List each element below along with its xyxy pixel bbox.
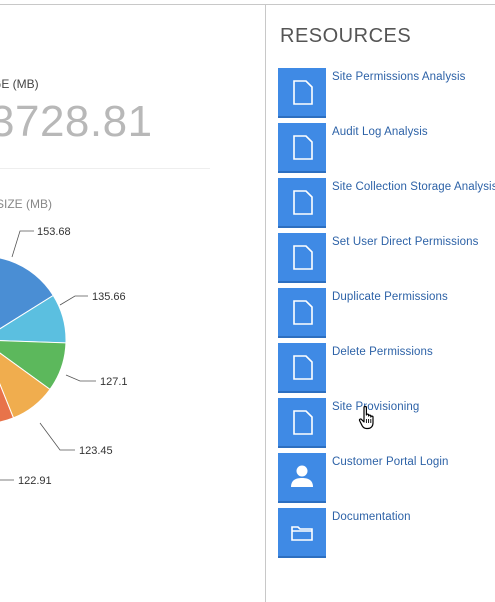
resource-label[interactable]: Duplicate Permissions	[332, 291, 448, 303]
document-icon	[293, 135, 313, 160]
top-rule	[0, 4, 495, 5]
chart-title: SIZE (MB)	[0, 197, 52, 211]
pie-leader-line	[39, 422, 75, 451]
pie-slice	[0, 257, 54, 330]
resource-tile[interactable]	[278, 233, 326, 281]
resource-tile[interactable]	[278, 453, 326, 501]
pie-leader-line	[0, 479, 14, 481]
resource-tile[interactable]	[278, 288, 326, 336]
pie-data-label: 135.66	[92, 291, 126, 303]
document-icon	[293, 355, 313, 380]
pie-data-label: 127.1	[100, 376, 128, 388]
resource-label[interactable]: Site Permissions Analysis	[332, 71, 466, 83]
resource-tile[interactable]	[278, 178, 326, 226]
resource-label[interactable]: Customer Portal Login	[332, 456, 449, 468]
resource-label[interactable]: Site Collection Storage Analysis	[332, 181, 495, 193]
resource-tile[interactable]	[278, 343, 326, 391]
section-divider	[0, 168, 210, 169]
pie-data-label: 123.45	[79, 445, 113, 457]
pie-data-label: 153.68	[37, 226, 71, 238]
pie-data-label: 122.91	[18, 475, 52, 487]
resource-label[interactable]: Audit Log Analysis	[332, 126, 428, 138]
resource-label[interactable]: Delete Permissions	[332, 346, 433, 358]
document-icon	[293, 410, 313, 435]
document-icon	[293, 80, 313, 105]
pie-leader-line	[11, 230, 34, 258]
storage-panel: GE (MB) 3728.81 SIZE (MB) 153.68 135.66 12…	[0, 5, 265, 602]
resource-tile[interactable]	[278, 398, 326, 446]
document-icon	[293, 190, 313, 215]
resource-label[interactable]: Site Provisioning	[332, 401, 420, 413]
user-icon	[291, 465, 313, 487]
pie-leader-line	[59, 295, 88, 306]
resource-tile[interactable]	[278, 68, 326, 116]
storage-value: 3728.81	[0, 97, 153, 146]
resources-heading: RESOURCES	[280, 25, 412, 47]
hand-cursor-icon	[358, 405, 374, 430]
vertical-divider	[265, 5, 266, 602]
document-icon	[293, 300, 313, 325]
resource-label[interactable]: Documentation	[332, 511, 411, 523]
pie-slice	[0, 383, 15, 423]
pie-leader-line	[65, 374, 96, 382]
storage-label: GE (MB)	[0, 77, 39, 91]
document-icon	[293, 245, 313, 270]
folder-icon	[291, 526, 313, 541]
pie-chart: 153.68 135.66 127.1 123.45 122.91	[0, 226, 128, 487]
resource-tile[interactable]	[278, 123, 326, 171]
resource-tile[interactable]	[278, 508, 326, 556]
resource-label[interactable]: Set User Direct Permissions	[332, 236, 479, 248]
resources-panel: RESOURCES Site Permissions Analysis Audi…	[266, 5, 495, 602]
